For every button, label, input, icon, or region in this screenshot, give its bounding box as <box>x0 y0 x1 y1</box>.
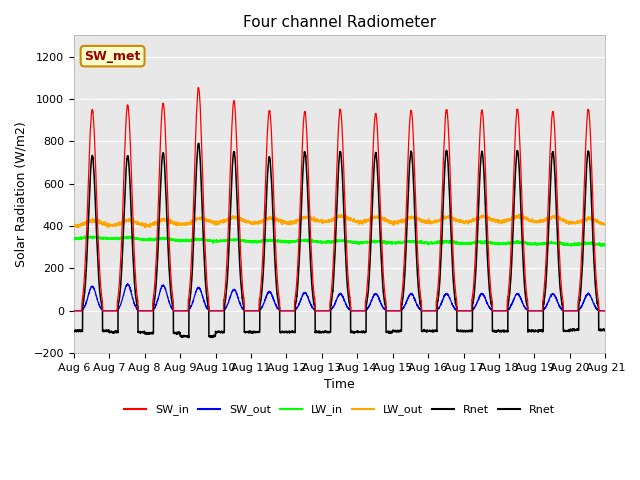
Rnet <box>602 327 609 333</box>
SW_in <box>195 84 202 90</box>
SW_in <box>602 308 609 314</box>
SW_out <box>429 308 437 314</box>
LW_out <box>70 222 77 228</box>
Rnet <box>489 329 497 335</box>
SW_in <box>601 308 609 314</box>
SW_out <box>320 308 328 314</box>
Line: Rnet: Rnet <box>74 144 605 337</box>
Rnet <box>429 328 437 334</box>
SW_out <box>601 308 609 314</box>
Rnet <box>601 326 609 332</box>
LW_out <box>166 217 173 223</box>
Line: LW_in: LW_in <box>74 236 605 246</box>
SW_in <box>459 308 467 314</box>
SW_out <box>489 308 497 314</box>
SW_in <box>320 308 328 314</box>
LW_in <box>320 239 328 244</box>
SW_in <box>489 308 497 314</box>
Line: SW_in: SW_in <box>74 87 605 311</box>
LW_out <box>459 219 467 225</box>
LW_out <box>601 222 609 228</box>
SW_out <box>602 308 609 314</box>
Legend: SW_in, SW_out, LW_in, LW_out, Rnet, Rnet: SW_in, SW_out, LW_in, LW_out, Rnet, Rnet <box>119 400 560 420</box>
LW_in <box>489 239 497 245</box>
LW_out <box>602 222 609 228</box>
LW_in <box>166 236 173 242</box>
LW_out <box>429 220 437 226</box>
SW_in <box>165 240 173 246</box>
X-axis label: Time: Time <box>324 378 355 392</box>
SW_out <box>124 281 131 287</box>
LW_in <box>602 243 609 249</box>
LW_in <box>70 235 77 240</box>
Text: SW_met: SW_met <box>84 49 141 62</box>
Rnet <box>165 269 173 275</box>
Rnet <box>320 329 328 335</box>
LW_out <box>515 211 523 217</box>
LW_in <box>459 241 467 247</box>
Y-axis label: Solar Radiation (W/m2): Solar Radiation (W/m2) <box>15 121 28 267</box>
LW_in <box>429 240 437 246</box>
LW_out <box>489 216 497 222</box>
SW_in <box>70 308 77 314</box>
Rnet <box>459 328 467 334</box>
Line: LW_out: LW_out <box>74 214 605 228</box>
Title: Four channel Radiometer: Four channel Radiometer <box>243 15 436 30</box>
SW_out <box>166 300 173 306</box>
Rnet <box>185 335 193 340</box>
Line: SW_out: SW_out <box>74 284 605 311</box>
SW_out <box>459 308 467 314</box>
SW_out <box>70 308 77 314</box>
LW_in <box>81 233 88 239</box>
Rnet <box>195 141 202 146</box>
Rnet <box>70 328 77 334</box>
SW_in <box>429 308 437 314</box>
LW_out <box>141 225 149 231</box>
LW_in <box>601 243 609 249</box>
LW_out <box>320 218 328 224</box>
LW_in <box>597 243 605 249</box>
